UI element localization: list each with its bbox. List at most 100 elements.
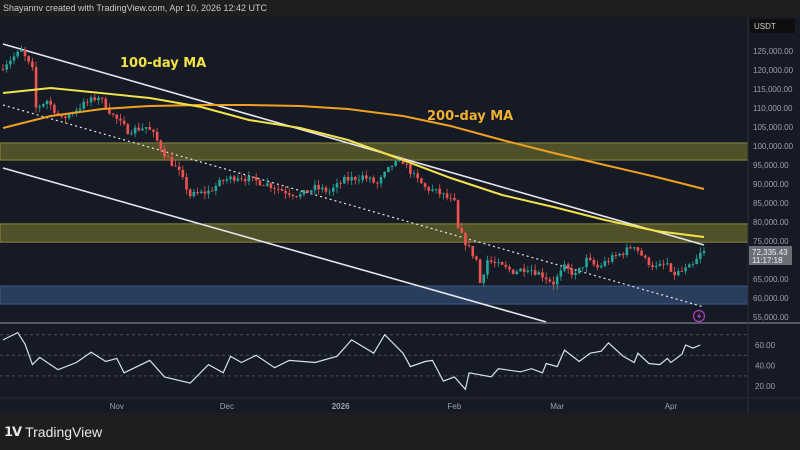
candle [379, 177, 383, 184]
candle [478, 259, 482, 283]
rsi-line [2, 331, 701, 391]
candle [658, 263, 662, 266]
price-tick-label: 85,000.00 [753, 199, 789, 208]
candle [137, 127, 141, 131]
candle [456, 200, 460, 229]
candle [596, 264, 599, 268]
candle [376, 182, 379, 184]
candle [504, 264, 508, 267]
candle [423, 183, 427, 188]
candle [144, 127, 148, 129]
candle [335, 183, 339, 188]
last-price-tag [749, 246, 792, 265]
candle [401, 159, 405, 164]
candle [214, 185, 218, 191]
candle [676, 271, 680, 276]
date-tick-label: Nov [110, 402, 124, 411]
candle [687, 264, 691, 268]
chart-svg[interactable]: 100-day MA 200-day MA 125,000.00 120,000.… [0, 17, 800, 413]
brand-name: TradingView [25, 424, 103, 440]
candle [317, 184, 320, 190]
candle [247, 176, 251, 182]
candle [673, 271, 676, 276]
candle [563, 264, 566, 271]
candle [405, 163, 408, 165]
candle [680, 271, 684, 272]
price-tick-label: 100,000.00 [753, 142, 794, 151]
candle [471, 246, 475, 257]
ma200-label: 200-day MA [427, 109, 513, 124]
candle [640, 250, 643, 256]
candle [665, 263, 669, 265]
candle [67, 114, 71, 118]
candle [302, 190, 306, 195]
candle [291, 194, 295, 197]
candle [515, 271, 519, 274]
candle [555, 276, 559, 285]
candle [346, 176, 350, 181]
candle [324, 187, 328, 192]
chart-area[interactable]: 100-day MA 200-day MA 125,000.00 120,000.… [0, 17, 800, 413]
candle [643, 255, 647, 258]
candle [163, 149, 166, 157]
candle [548, 279, 552, 282]
price-tick-label: 95,000.00 [753, 161, 789, 170]
ma100-label: 100-day MA [120, 56, 206, 71]
candle [621, 253, 625, 256]
candle [258, 180, 262, 186]
candle [588, 257, 592, 261]
candle [122, 120, 126, 125]
trendlines-layer [2, 43, 705, 323]
date-tick-label: Mar [550, 402, 564, 411]
candle [78, 108, 82, 111]
price-tick-label: 55,000.00 [753, 313, 789, 322]
candle [599, 265, 603, 268]
candle [93, 97, 97, 101]
candle [618, 253, 621, 256]
candle [60, 114, 64, 117]
candle [691, 264, 695, 265]
tradingview-logo-icon: 𝟭𝗩 [4, 424, 22, 439]
candle [530, 270, 533, 271]
candle [298, 194, 302, 197]
candle [486, 260, 489, 275]
candle [236, 178, 240, 181]
candle [684, 267, 687, 272]
candle [361, 175, 364, 180]
candle [541, 272, 544, 278]
candle [12, 56, 16, 61]
attribution-text: Shayannv created with TradingView.com, A… [3, 3, 267, 13]
candle [332, 187, 335, 192]
zones-layer [0, 142, 749, 305]
candle [115, 114, 119, 119]
candle [581, 267, 585, 268]
candle [9, 60, 12, 65]
last-price: 72,335.43 [752, 248, 788, 257]
candle [442, 193, 445, 195]
candle [438, 188, 442, 195]
candle [262, 185, 265, 187]
rsi-tick-label: 60.00 [755, 341, 776, 350]
candle [651, 265, 654, 268]
candle [508, 266, 511, 270]
candle [192, 191, 196, 197]
candle [174, 165, 177, 167]
candle [387, 166, 390, 172]
candle [629, 247, 632, 249]
candle [552, 281, 555, 285]
candle [519, 268, 522, 272]
candle [695, 258, 698, 265]
candle [82, 101, 86, 109]
candle [45, 100, 49, 105]
candle [354, 177, 357, 180]
rsi-pane [0, 331, 748, 391]
candle [27, 56, 30, 62]
candle [207, 190, 210, 194]
candle [592, 260, 596, 265]
candle [265, 183, 269, 186]
lightning-bolt-icon[interactable] [692, 309, 706, 323]
currency-box[interactable] [750, 19, 795, 33]
price-tick-label: 75,000.00 [753, 237, 789, 246]
candle [460, 228, 464, 233]
blue-zone [0, 285, 749, 305]
